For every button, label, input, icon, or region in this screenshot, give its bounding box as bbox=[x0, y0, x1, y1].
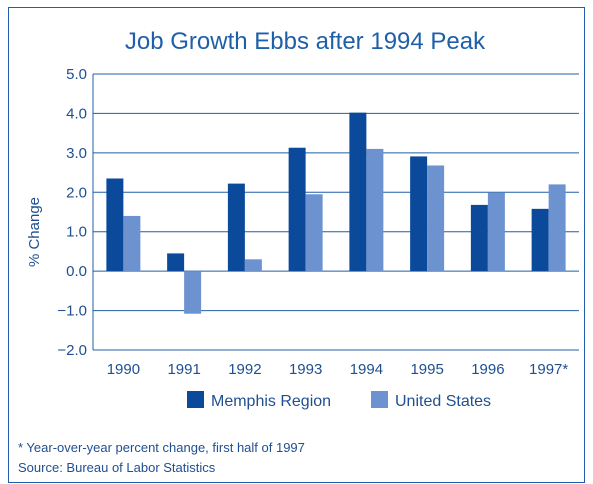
y-tick-label: 0.0 bbox=[66, 263, 87, 280]
x-tick-label: 1991 bbox=[167, 361, 200, 378]
bar-memphis bbox=[167, 253, 185, 272]
y-tick-label: 1.0 bbox=[66, 224, 87, 241]
bar-united-states bbox=[305, 194, 323, 272]
bar-united-states bbox=[548, 184, 566, 272]
y-tick-label: 5.0 bbox=[66, 66, 87, 83]
x-tick-label: 1997* bbox=[529, 361, 568, 378]
bar-memphis bbox=[531, 208, 549, 272]
x-tick-label: 1996 bbox=[471, 361, 504, 378]
footnote: * Year-over-year percent change, first h… bbox=[18, 440, 305, 455]
bar-memphis bbox=[227, 183, 245, 272]
bar-united-states bbox=[366, 148, 384, 272]
bar-united-states bbox=[184, 271, 202, 314]
chart-title: Job Growth Ebbs after 1994 Peak bbox=[125, 28, 486, 55]
x-tick-label: 1992 bbox=[228, 361, 261, 378]
y-tick-label: 3.0 bbox=[66, 145, 87, 162]
y-tick-label: 4.0 bbox=[66, 105, 87, 122]
plot-area: −2.0 −1.0 0.0 1.0 2.0 3.0 4.0 5.0 1990 1991 1992 19… bbox=[57, 66, 579, 378]
x-tick-label: 1993 bbox=[289, 361, 322, 378]
x-tick-label: 1990 bbox=[107, 361, 140, 378]
y-tick-label: 2.0 bbox=[66, 184, 87, 201]
bar-memphis bbox=[349, 112, 367, 272]
y-tick-label: −1.0 bbox=[57, 303, 87, 320]
source-note: Source: Bureau of Labor Statistics bbox=[18, 460, 216, 475]
chart-frame: Job Growth Ebbs after 1994 Peak −2.0 −1.0… bbox=[8, 7, 585, 483]
bar-united-states bbox=[487, 192, 505, 272]
bar-memphis bbox=[288, 147, 306, 272]
y-tick-label: −2.0 bbox=[57, 342, 87, 359]
bar-united-states bbox=[427, 165, 445, 272]
legend-label-memphis: Memphis Region bbox=[211, 393, 331, 410]
legend-swatch-united-states bbox=[371, 391, 388, 408]
bar-united-states bbox=[244, 259, 262, 272]
legend-swatch-memphis bbox=[187, 391, 204, 408]
x-tick-label: 1995 bbox=[410, 361, 443, 378]
legend-label-united-states: United States bbox=[395, 393, 491, 410]
chart-svg: Job Growth Ebbs after 1994 Peak −2.0 −1.0… bbox=[18, 28, 579, 475]
bar-united-states bbox=[123, 215, 141, 272]
bar-memphis bbox=[470, 204, 488, 272]
bar-memphis bbox=[106, 178, 124, 272]
y-axis-label: % Change bbox=[26, 197, 43, 267]
x-tick-label: 1994 bbox=[350, 361, 383, 378]
bar-memphis bbox=[410, 156, 428, 272]
legend: Memphis Region United States bbox=[187, 391, 491, 410]
